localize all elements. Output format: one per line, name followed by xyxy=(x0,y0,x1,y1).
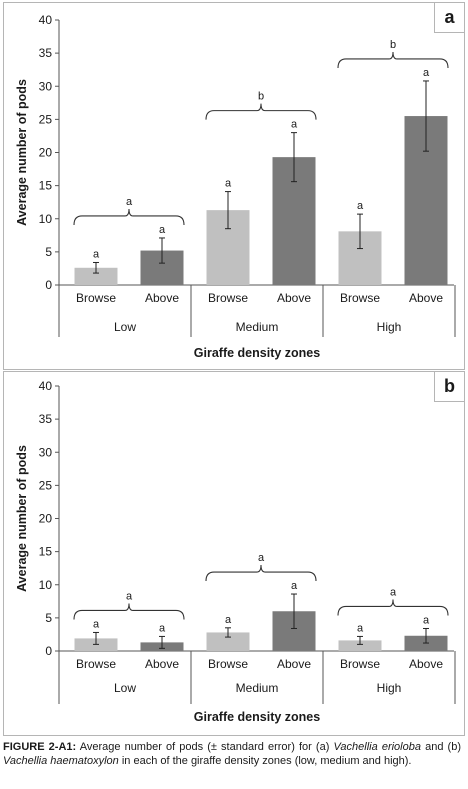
group-label: Medium xyxy=(236,320,279,334)
y-tick-label: 0 xyxy=(45,644,52,658)
x-tick-label: Above xyxy=(277,657,311,671)
group-bracket xyxy=(205,103,317,120)
bar-significance-letter: a xyxy=(93,248,100,260)
y-tick-label: 15 xyxy=(39,545,53,559)
caption-species-a: Vachellia erioloba xyxy=(333,741,421,753)
chart-panel-b: 0 5 10 15 20 25 30 35 40 Average number of pods a B… xyxy=(3,371,465,736)
bar-significance-letter: a xyxy=(291,119,298,131)
x-tick-label: Above xyxy=(145,291,179,305)
y-tick-label: 25 xyxy=(39,478,53,492)
y-tick-label: 20 xyxy=(39,146,53,160)
group-bracket xyxy=(337,51,449,68)
bar-significance-letter: a xyxy=(225,178,232,190)
y-axis-title: Average number of pods xyxy=(15,79,29,226)
x-tick-label: Above xyxy=(409,291,443,305)
group-significance-letter: a xyxy=(126,196,133,208)
y-tick-label: 0 xyxy=(45,278,52,292)
bar-significance-letter: a xyxy=(93,618,100,630)
bar-browse xyxy=(206,632,250,651)
x-axis-title: Giraffe density zones xyxy=(194,346,320,360)
y-tick-label: 5 xyxy=(45,611,52,625)
bar-browse xyxy=(338,640,382,651)
caption-species-b: Vachellia haematoxylon xyxy=(3,755,119,767)
group-significance-letter: a xyxy=(126,590,133,602)
caption-text-3: in each of the giraffe density zones (lo… xyxy=(118,755,412,767)
caption-lead: FIGURE 2-A1: xyxy=(3,741,77,753)
group-bracket xyxy=(73,208,185,225)
bar-browse xyxy=(74,267,118,285)
x-axis-title: Giraffe density zones xyxy=(194,710,320,724)
group-significance-letter: a xyxy=(258,552,265,564)
y-tick-label: 40 xyxy=(39,379,53,393)
x-tick-label: Browse xyxy=(76,657,116,671)
group-label: Medium xyxy=(236,681,279,695)
chart-b-svg: 0 5 10 15 20 25 30 35 40 Average number of pods a B… xyxy=(15,379,456,724)
bar-significance-letter: a xyxy=(159,224,166,236)
caption-text-1: Average number of pods (± standard error… xyxy=(76,741,334,753)
y-tick-label: 15 xyxy=(39,179,53,193)
y-tick-label: 20 xyxy=(39,512,53,526)
x-tick-label: Above xyxy=(409,657,443,671)
y-tick-label: 10 xyxy=(39,212,53,226)
panel-label-b: b xyxy=(434,372,464,402)
y-tick-label: 40 xyxy=(39,13,53,27)
bar-significance-letter: a xyxy=(423,614,430,626)
bar-significance-letter: a xyxy=(357,200,364,212)
y-tick-label: 10 xyxy=(39,578,53,592)
group-label: Low xyxy=(114,681,136,695)
group-significance-letter: b xyxy=(390,39,396,51)
bar-significance-letter: a xyxy=(291,580,298,592)
y-tick-label: 30 xyxy=(39,445,53,459)
group-label: High xyxy=(377,681,402,695)
y-tick-label: 30 xyxy=(39,79,53,93)
panel-label-a: a xyxy=(434,3,464,33)
y-axis-title: Average number of pods xyxy=(15,445,29,592)
group-significance-letter: b xyxy=(258,91,264,103)
bar-significance-letter: a xyxy=(159,622,166,634)
x-tick-label: Browse xyxy=(340,291,380,305)
bar-significance-letter: a xyxy=(225,614,232,626)
caption-text-2: and (b) xyxy=(420,741,461,753)
x-tick-label: Browse xyxy=(208,291,248,305)
y-tick-label: 25 xyxy=(39,112,53,126)
y-tick-label: 5 xyxy=(45,245,52,259)
x-tick-label: Above xyxy=(277,291,311,305)
chart-panel-a: 0 5 10 15 20 25 30 35 40 Average number of pods a B… xyxy=(3,2,465,370)
group-label: Low xyxy=(114,320,136,334)
x-tick-label: Browse xyxy=(208,657,248,671)
group-label: High xyxy=(377,320,402,334)
group-bracket xyxy=(205,565,317,582)
bar-significance-letter: a xyxy=(423,67,430,79)
chart-a-svg: 0 5 10 15 20 25 30 35 40 Average number of pods a B… xyxy=(15,13,456,360)
x-tick-label: Browse xyxy=(340,657,380,671)
y-tick-label: 35 xyxy=(39,412,53,426)
group-bracket xyxy=(337,599,449,616)
x-tick-label: Browse xyxy=(76,291,116,305)
x-tick-label: Above xyxy=(145,657,179,671)
bar-significance-letter: a xyxy=(357,622,364,634)
y-tick-label: 35 xyxy=(39,46,53,60)
group-bracket xyxy=(73,603,185,620)
group-significance-letter: a xyxy=(390,586,397,598)
figure-caption: FIGURE 2-A1: Average number of pods (± s… xyxy=(3,740,461,768)
